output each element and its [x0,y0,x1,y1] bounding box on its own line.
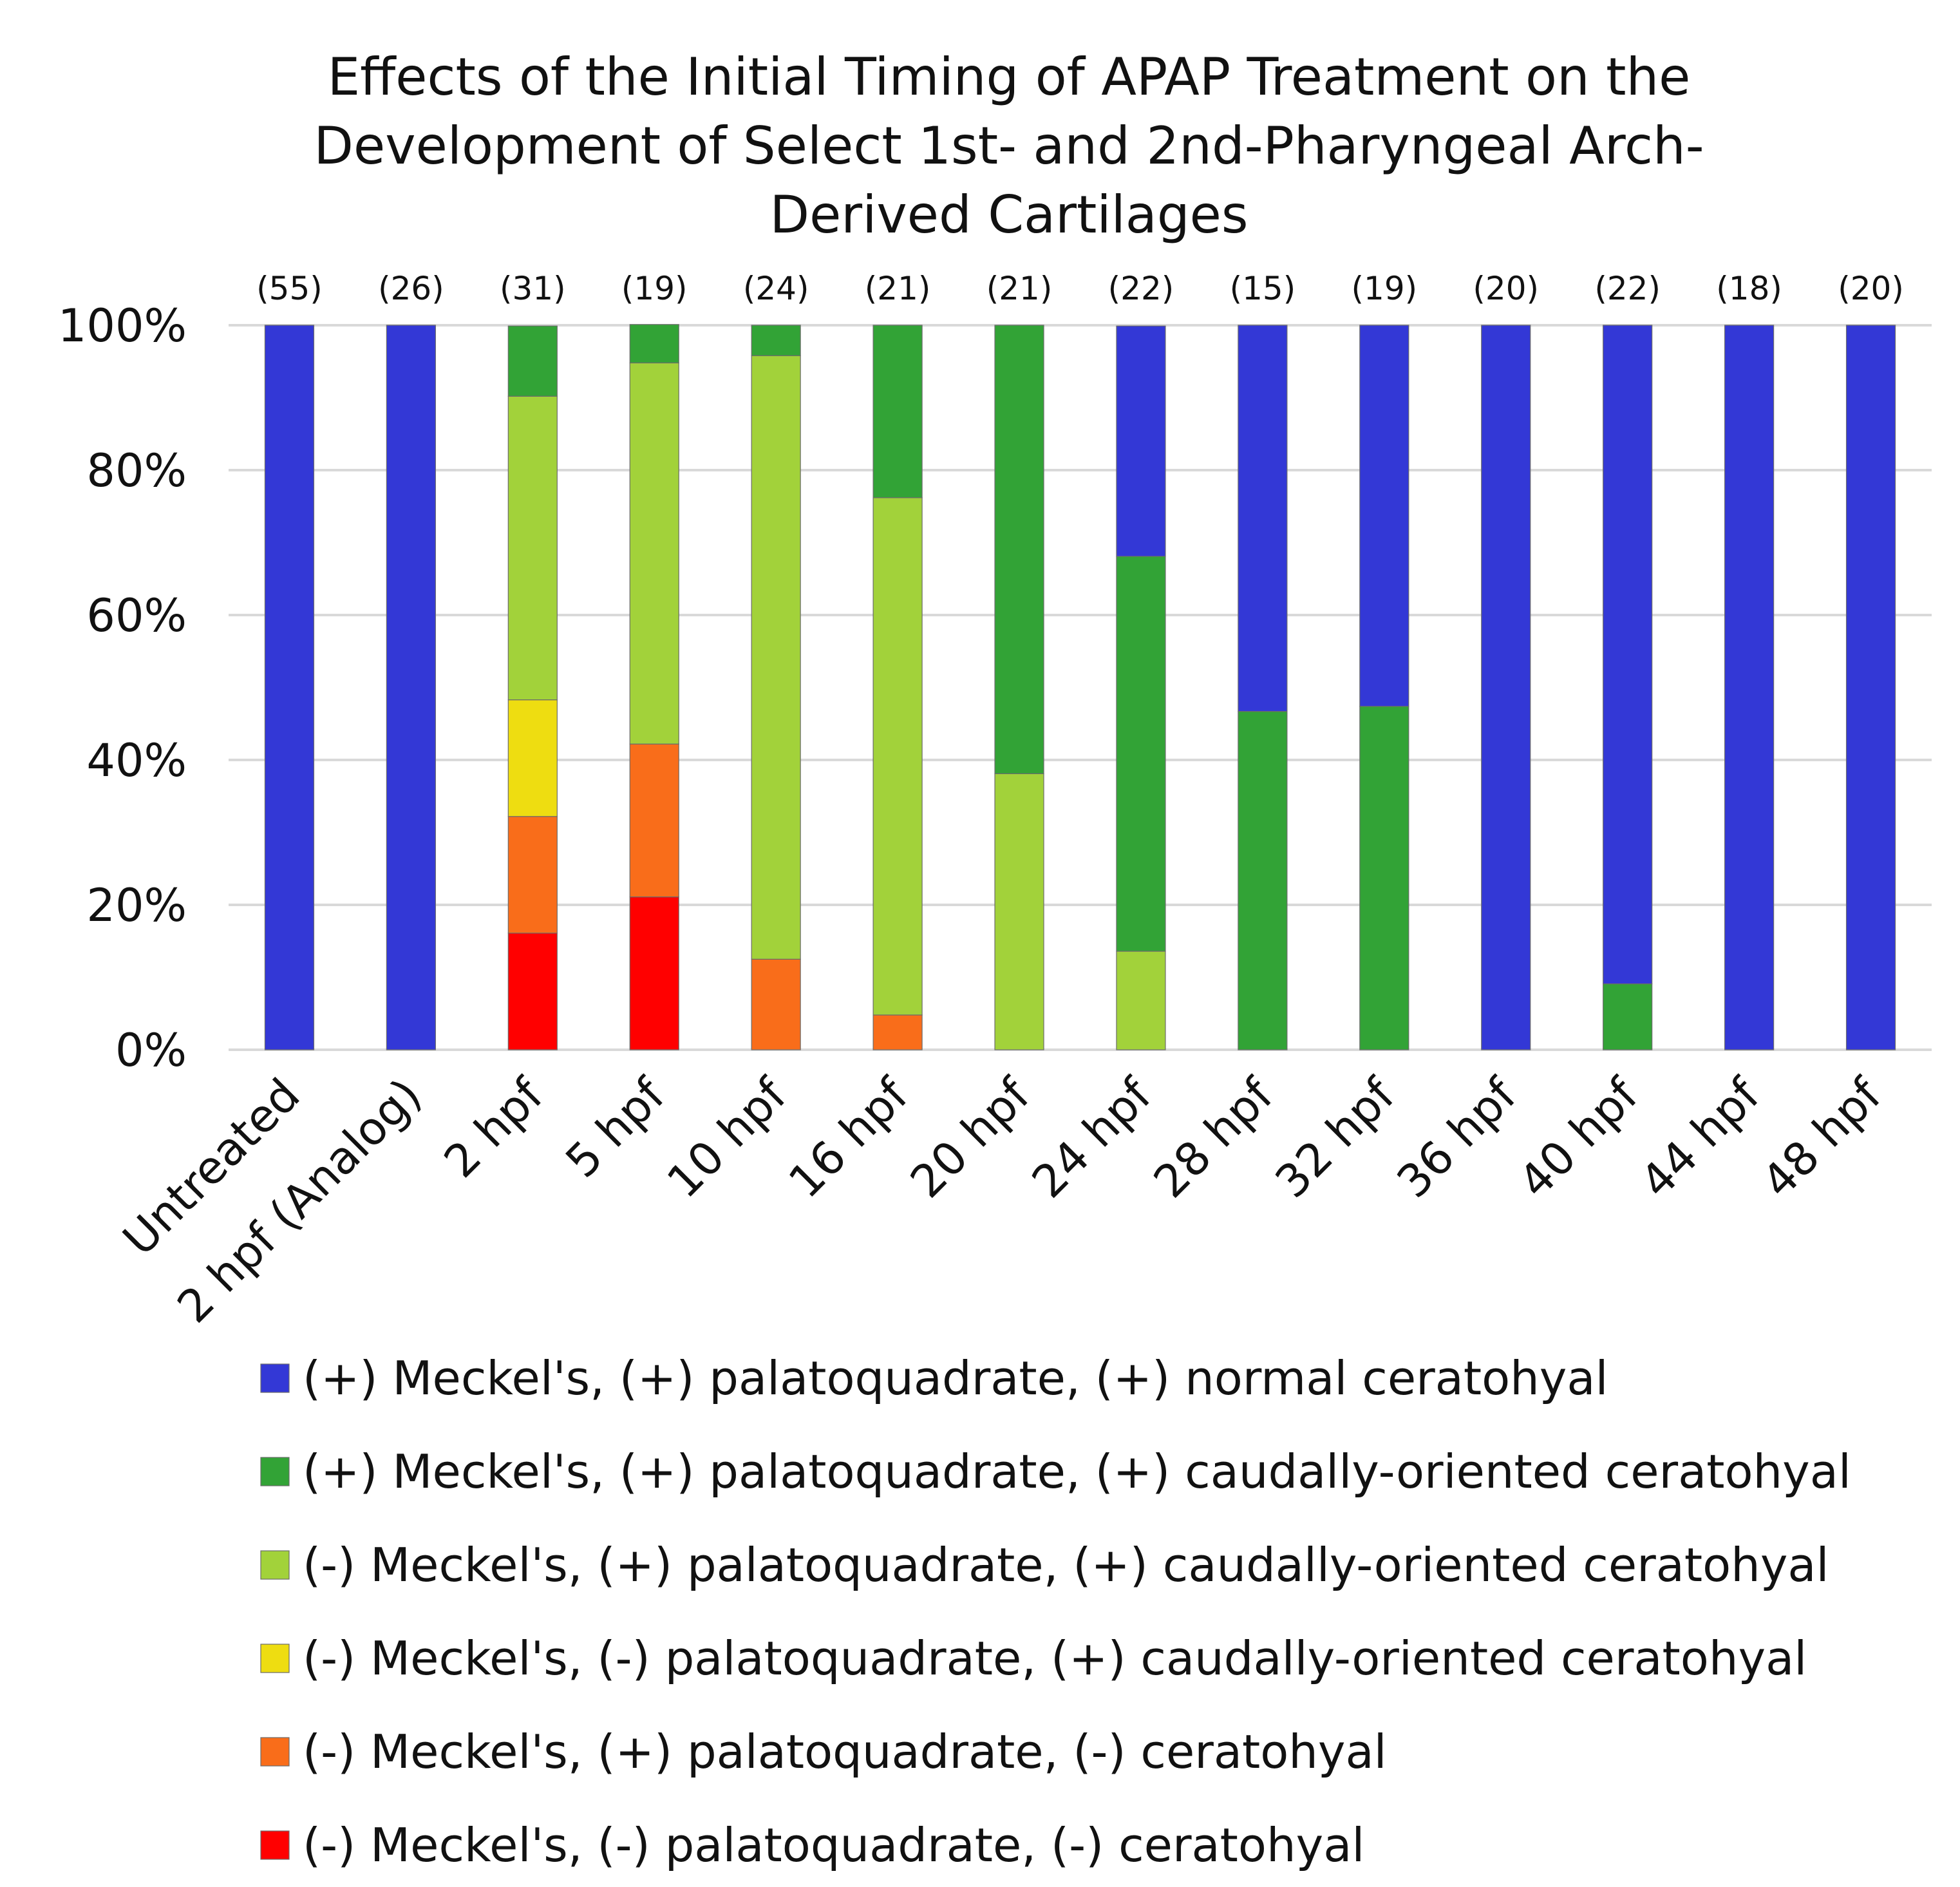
sample-size-label: (15) [1230,270,1296,307]
bar-segment [1359,325,1409,707]
sample-size-label: (22) [1108,270,1174,307]
chart-title-line: Development of Select 1st- and 2nd-Phary… [314,116,1704,176]
y-tick-label: 60% [86,589,187,642]
gridlines [229,324,1932,1051]
bar-segment [507,325,558,397]
chart-title: Effects of the Initial Timing of APAP Tr… [314,47,1704,245]
legend-item: (-) Meckel's, (-) palatoquadrate, (-) ce… [260,1818,1364,1872]
bar-segment [1603,325,1653,985]
sample-size-label: (21) [986,270,1053,307]
chart-title-line: Derived Cartilages [769,185,1248,245]
bar-segment [1845,325,1896,1050]
y-tick-label: 40% [86,734,187,787]
bar-segment [1359,706,1409,1050]
bar-segment [872,1014,923,1050]
x-tick-label: 20 hpf [900,1068,1041,1208]
sample-size-label: (20) [1838,270,1904,307]
legend-label: (+) Meckel's, (+) palatoquadrate, (+) no… [303,1351,1608,1405]
bar-segment [1238,325,1288,712]
bar-segment [1603,983,1653,1050]
bar-segment [1116,325,1166,557]
legend-swatch [260,1830,290,1860]
bar-segment [994,325,1044,774]
x-tick-label: 40 hpf [1509,1068,1649,1208]
y-axis-ticks: 0% 20% 40% 60% 80% 100% [58,299,187,1077]
y-tick-label: 80% [86,444,187,497]
bar-segment [507,816,558,934]
bar-segment [872,497,923,1016]
bar-segment [507,933,558,1050]
y-tick-label: 20% [86,879,187,932]
sample-size-label: (22) [1594,270,1661,307]
legend-swatch [260,1644,290,1673]
bar-segment [751,355,801,960]
x-tick-label: 32 hpf [1265,1068,1406,1208]
sample-size-label: (20) [1473,270,1539,307]
x-tick-label: 2 hpf [434,1068,554,1188]
bar-segment [507,395,558,701]
sample-size-label: (55) [256,270,323,307]
legend-item: (-) Meckel's, (-) palatoquadrate, (+) ca… [260,1631,1807,1685]
legend-swatch [260,1737,290,1767]
sample-size-label: (18) [1716,270,1782,307]
bar-segment [629,743,679,898]
y-tick-label: 0% [115,1024,187,1077]
bar-segment [629,362,679,744]
sample-size-label: (26) [378,270,444,307]
legend-item: (+) Meckel's, (+) palatoquadrate, (+) ca… [260,1445,1851,1499]
x-tick-label: 36 hpf [1387,1068,1527,1208]
bar-segment [629,324,679,364]
bar-segment [872,325,923,498]
sample-size-label: (21) [865,270,931,307]
x-tick-label: 24 hpf [1022,1068,1162,1208]
legend-label: (+) Meckel's, (+) palatoquadrate, (+) ca… [303,1445,1851,1499]
sample-size-label: (24) [743,270,809,307]
legend-swatch [260,1457,290,1486]
x-tick-label: 16 hpf [778,1068,919,1208]
bar-segment [1481,325,1531,1050]
legend-label: (-) Meckel's, (+) palatoquadrate, (-) ce… [303,1725,1387,1779]
bar-segment [751,325,801,356]
bar-segment [264,325,315,1050]
legend-item: (-) Meckel's, (+) palatoquadrate, (+) ca… [260,1538,1829,1592]
bar-segment [386,325,436,1050]
x-tick-label: 28 hpf [1144,1068,1284,1208]
chart-title-line: Effects of the Initial Timing of APAP Tr… [328,47,1691,107]
x-tick-label: 10 hpf [657,1068,797,1208]
legend-label: (-) Meckel's, (+) palatoquadrate, (+) ca… [303,1538,1829,1592]
legend-label: (-) Meckel's, (-) palatoquadrate, (-) ce… [303,1818,1364,1872]
bar-segment [994,773,1044,1050]
bar-segment [1116,951,1166,1050]
sample-size-label: (19) [621,270,688,307]
bar-segment [1724,325,1775,1050]
legend-label: (-) Meckel's, (-) palatoquadrate, (+) ca… [303,1631,1807,1685]
x-tick-label: 44 hpf [1630,1068,1771,1208]
legend: (+) Meckel's, (+) palatoquadrate, (+) no… [260,1351,1851,1872]
y-tick-label: 100% [58,299,187,352]
sample-size-label: (19) [1352,270,1418,307]
sample-size-label: (31) [500,270,566,307]
legend-item: (-) Meckel's, (+) palatoquadrate, (-) ce… [260,1725,1387,1779]
bar-segment [507,699,558,817]
bar-segment [751,958,801,1050]
legend-item: (+) Meckel's, (+) palatoquadrate, (+) no… [260,1351,1608,1405]
bar-segment [1116,556,1166,952]
legend-swatch [260,1363,290,1393]
bar-segment [629,896,679,1050]
bars [264,324,1896,1050]
sample-size-labels: (55) (26) (31) (19) (24) (21) (21) (22) (15) (19)… [256,270,1904,307]
legend-swatch [260,1550,290,1580]
x-tick-label: 48 hpf [1752,1068,1892,1208]
bar-segment [1238,711,1288,1050]
